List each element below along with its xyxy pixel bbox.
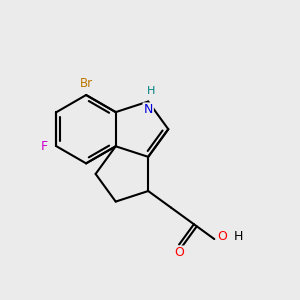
Text: N: N (143, 103, 153, 116)
Text: O: O (174, 247, 184, 260)
Text: F: F (40, 140, 48, 153)
Text: O: O (217, 230, 227, 243)
Text: H: H (146, 86, 155, 96)
Text: Br: Br (80, 77, 93, 90)
Text: H: H (234, 230, 243, 243)
